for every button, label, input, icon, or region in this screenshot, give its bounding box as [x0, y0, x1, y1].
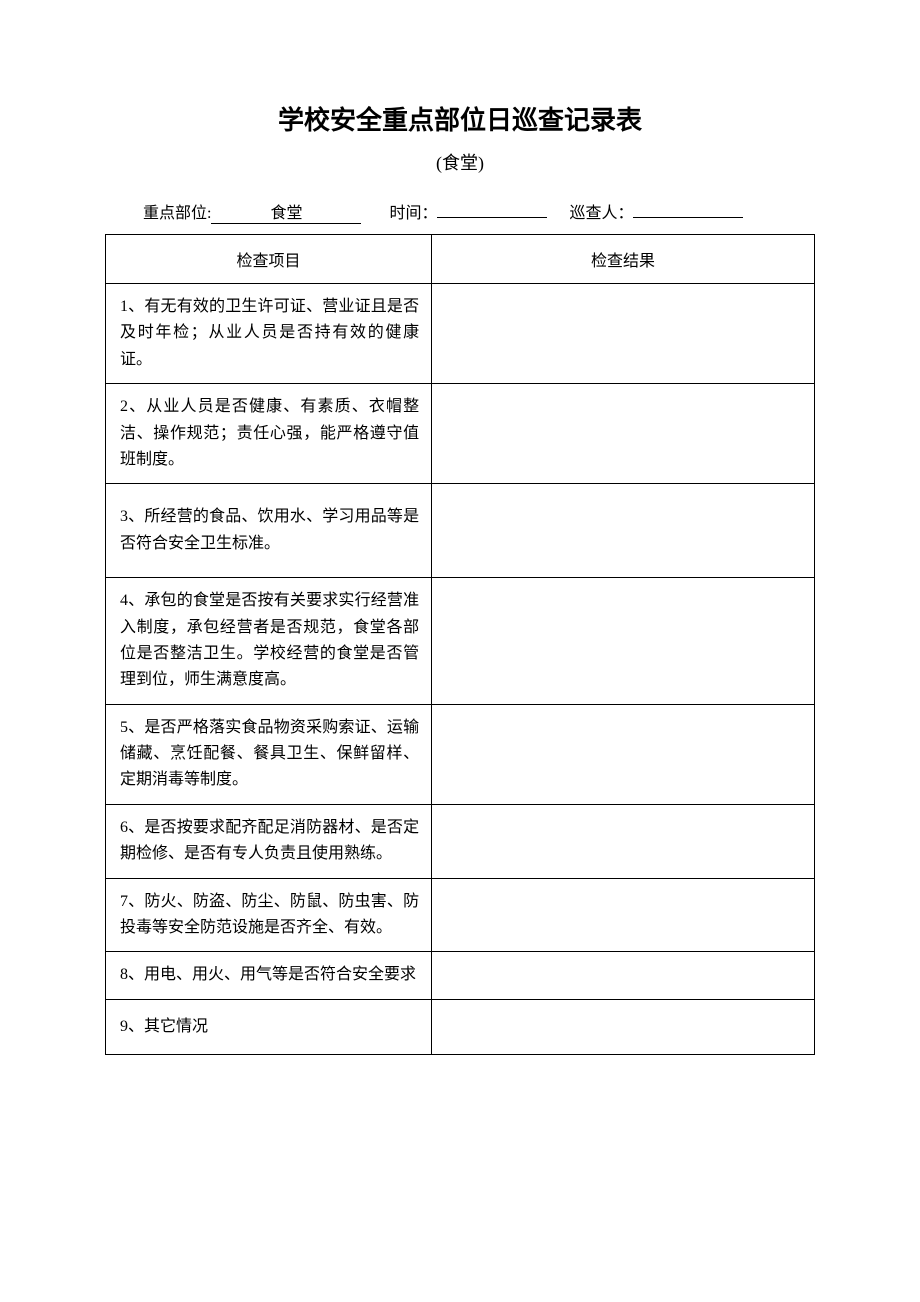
result-cell[interactable]: [432, 804, 815, 878]
result-cell[interactable]: [432, 484, 815, 578]
inspection-table: 检查项目 检查结果 1、有无有效的卫生许可证、营业证且是否及时年检；从业人员是否…: [105, 234, 815, 1055]
table-row: 8、用电、用火、用气等是否符合安全要求: [106, 952, 815, 999]
item-cell: 9、其它情况: [106, 999, 432, 1054]
inspector-value[interactable]: [633, 217, 743, 218]
meta-row: 重点部位: 食堂 时间： 巡查人：: [105, 199, 815, 224]
time-label: 时间：: [389, 199, 437, 223]
table-row: 4、承包的食堂是否按有关要求实行经营准入制度，承包经营者是否规范，食堂各部位是否…: [106, 578, 815, 705]
table-row: 1、有无有效的卫生许可证、营业证且是否及时年检；从业人员是否持有效的健康证。: [106, 284, 815, 384]
page-title: 学校安全重点部位日巡查记录表: [105, 100, 815, 137]
page-subtitle: (食堂): [105, 149, 815, 175]
col-header-item: 检查项目: [106, 235, 432, 284]
result-cell[interactable]: [432, 704, 815, 804]
item-cell: 8、用电、用火、用气等是否符合安全要求: [106, 952, 432, 999]
result-cell[interactable]: [432, 952, 815, 999]
item-cell: 1、有无有效的卫生许可证、营业证且是否及时年检；从业人员是否持有效的健康证。: [106, 284, 432, 384]
table-row: 3、所经营的食品、饮用水、学习用品等是否符合安全卫生标准。: [106, 484, 815, 578]
table-row: 7、防火、防盗、防尘、防鼠、防虫害、防投毒等安全防范设施是否齐全、有效。: [106, 878, 815, 952]
table-header-row: 检查项目 检查结果: [106, 235, 815, 284]
result-cell[interactable]: [432, 284, 815, 384]
result-cell[interactable]: [432, 999, 815, 1054]
col-header-result: 检查结果: [432, 235, 815, 284]
inspector-label: 巡查人：: [569, 199, 633, 223]
item-cell: 4、承包的食堂是否按有关要求实行经营准入制度，承包经营者是否规范，食堂各部位是否…: [106, 578, 432, 705]
table-row: 9、其它情况: [106, 999, 815, 1054]
item-cell: 6、是否按要求配齐配足消防器材、是否定期检修、是否有专人负责且使用熟练。: [106, 804, 432, 878]
result-cell[interactable]: [432, 384, 815, 484]
location-label: 重点部位:: [143, 199, 211, 223]
item-cell: 2、从业人员是否健康、有素质、衣帽整洁、操作规范；责任心强，能严格遵守值班制度。: [106, 384, 432, 484]
item-cell: 5、是否严格落实食品物资采购索证、运输储藏、烹饪配餐、餐具卫生、保鲜留样、定期消…: [106, 704, 432, 804]
table-row: 6、是否按要求配齐配足消防器材、是否定期检修、是否有专人负责且使用熟练。: [106, 804, 815, 878]
item-cell: 7、防火、防盗、防尘、防鼠、防虫害、防投毒等安全防范设施是否齐全、有效。: [106, 878, 432, 952]
table-row: 2、从业人员是否健康、有素质、衣帽整洁、操作规范；责任心强，能严格遵守值班制度。: [106, 384, 815, 484]
result-cell[interactable]: [432, 578, 815, 705]
time-value[interactable]: [437, 217, 547, 218]
table-row: 5、是否严格落实食品物资采购索证、运输储藏、烹饪配餐、餐具卫生、保鲜留样、定期消…: [106, 704, 815, 804]
result-cell[interactable]: [432, 878, 815, 952]
location-value[interactable]: 食堂: [211, 199, 361, 224]
item-cell: 3、所经营的食品、饮用水、学习用品等是否符合安全卫生标准。: [106, 484, 432, 578]
